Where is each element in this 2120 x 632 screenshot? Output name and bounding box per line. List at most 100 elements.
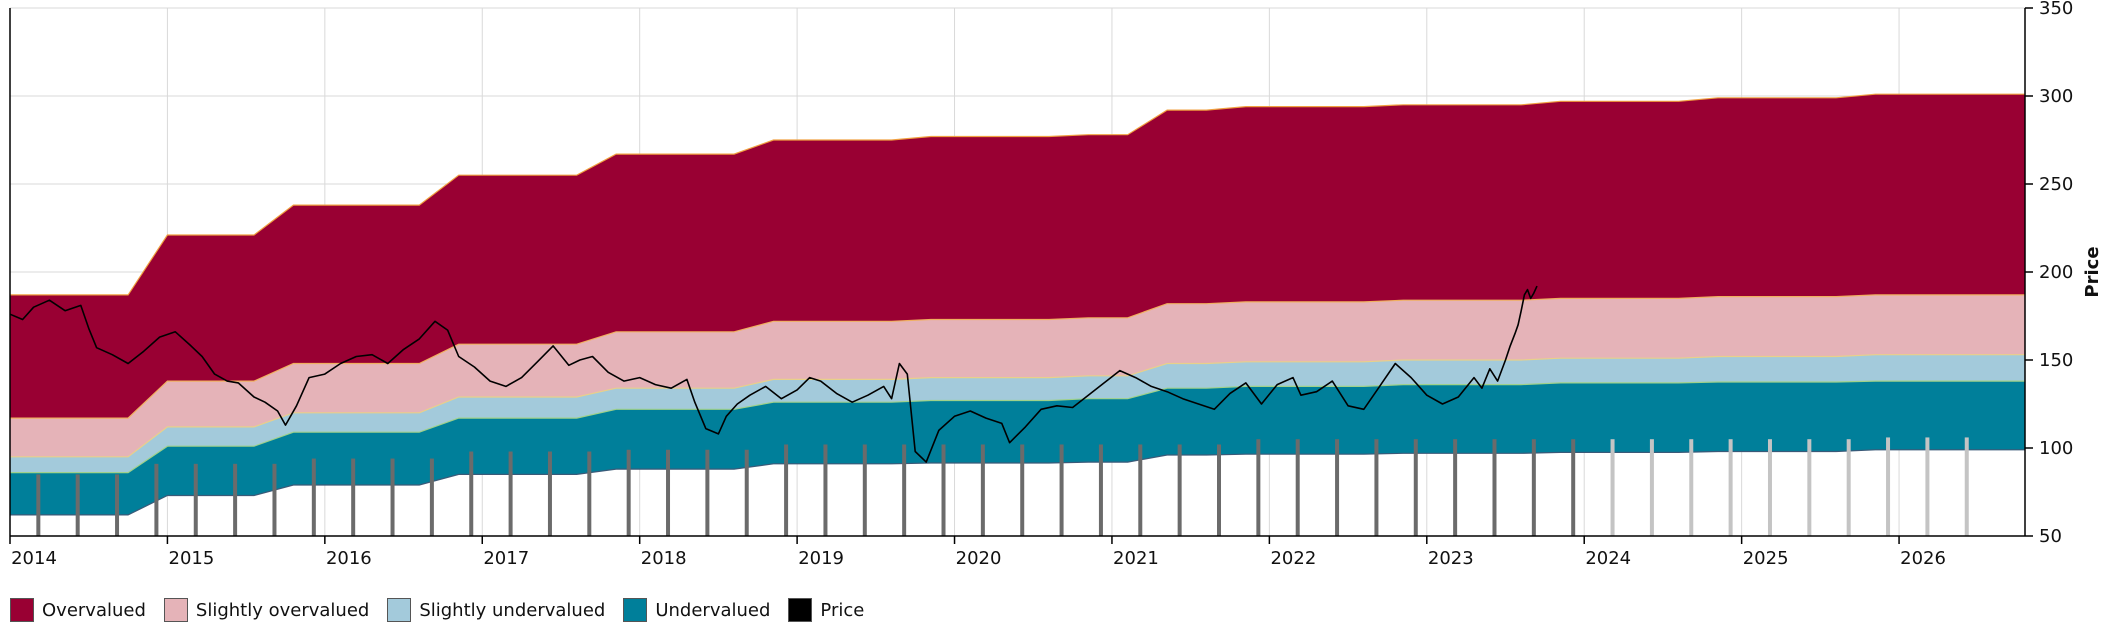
x-tick-label: 2018 <box>641 548 687 569</box>
legend-swatch <box>10 598 34 622</box>
x-tick-label: 2023 <box>1428 548 1474 569</box>
legend-label: Price <box>820 599 865 621</box>
x-tick-label: 2021 <box>1113 548 1159 569</box>
band-boundary-line <box>10 380 2025 474</box>
earnings-bar <box>429 458 434 536</box>
earnings-bar <box>1295 439 1300 536</box>
legend-label: Undervalued <box>655 599 771 621</box>
price-line <box>9 285 1538 463</box>
earnings-bar <box>1649 439 1654 536</box>
x-tick-label: 2026 <box>1900 548 1946 569</box>
x-tick-label: 2024 <box>1585 548 1631 569</box>
earnings-bar <box>862 444 867 536</box>
earnings-bar <box>666 449 671 536</box>
y-tick-label: 250 <box>2039 174 2073 195</box>
y-axis-label: Price <box>2082 246 2103 297</box>
band-slightly-overvalued <box>10 294 2025 457</box>
earnings-bar <box>311 458 316 536</box>
earnings-bar <box>1807 439 1812 536</box>
x-tick-label: 2014 <box>11 548 57 569</box>
legend-item-price[interactable]: Price <box>788 598 864 622</box>
valuation-chart: 50 100 150 200 250 300 350 2014 2015 2016 2017 2018… <box>9 0 2103 569</box>
earnings-bar <box>1374 439 1379 536</box>
earnings-bar <box>1335 439 1340 536</box>
legend-label: Slightly overvalued <box>195 599 370 621</box>
earnings-bar <box>1059 444 1064 536</box>
earnings-bar <box>744 449 749 536</box>
band-boundary-line <box>10 449 2025 516</box>
earnings-bar <box>980 444 985 536</box>
earnings-bar <box>1020 444 1025 536</box>
earnings-bar <box>193 463 198 536</box>
legend-label: Overvalued <box>42 599 146 621</box>
legend-swatch <box>623 598 648 622</box>
price-series <box>9 285 1538 463</box>
earnings-bar <box>233 463 238 536</box>
earnings-bar <box>587 451 592 536</box>
earnings-bar <box>1138 444 1143 536</box>
earnings-bar <box>823 444 828 536</box>
earnings-bar <box>1610 439 1615 536</box>
earnings-bar <box>272 463 277 536</box>
band-boundary-line <box>10 93 2025 296</box>
y-tick-label: 150 <box>2039 350 2073 371</box>
earnings-bar <box>1964 437 1969 536</box>
earnings-bar <box>1492 439 1497 536</box>
y-tick-label: 300 <box>2039 86 2073 107</box>
earnings-bar <box>547 451 552 536</box>
earnings-bar <box>1767 439 1772 536</box>
y-tick-label: 200 <box>2039 262 2073 283</box>
earnings-bar <box>902 444 907 536</box>
earnings-bar <box>1256 439 1261 536</box>
legend-item-slightly-overvalued[interactable]: Slightly overvalued <box>163 598 370 622</box>
legend-label: Slightly undervalued <box>419 599 606 621</box>
y-tick-label: 100 <box>2039 438 2073 459</box>
y-tick-label: 50 <box>2039 526 2062 547</box>
earnings-bar <box>75 474 80 536</box>
earnings-bar <box>1689 439 1694 536</box>
earnings-bar <box>351 458 356 536</box>
legend: Overvalued Slightly overvalued Slightly … <box>10 596 882 624</box>
earnings-bar <box>390 458 395 536</box>
legend-item-slightly-undervalued[interactable]: Slightly undervalued <box>387 598 605 622</box>
earnings-bar <box>469 451 474 536</box>
earnings-bar <box>36 474 41 536</box>
earnings-bar <box>784 444 789 536</box>
valuation-bands <box>10 93 2025 516</box>
x-tick-label: 2022 <box>1270 548 1316 569</box>
earnings-bar <box>1531 439 1536 536</box>
earnings-bar <box>1177 444 1182 536</box>
x-tick-label: 2015 <box>169 548 215 569</box>
earnings-bars <box>36 437 1969 536</box>
legend-item-undervalued[interactable]: Undervalued <box>623 598 770 622</box>
earnings-bar <box>1453 439 1458 536</box>
earnings-bar <box>1846 439 1851 536</box>
band-boundary-line <box>10 294 2025 419</box>
earnings-bar <box>115 474 120 536</box>
legend-swatch <box>163 598 188 622</box>
earnings-bar <box>1925 437 1930 536</box>
x-tick-label: 2016 <box>326 548 372 569</box>
axes: 50 100 150 200 250 300 350 2014 2015 2016 2017 2018… <box>9 0 2073 569</box>
earnings-bar <box>1098 444 1103 536</box>
x-tick-label: 2017 <box>483 548 529 569</box>
earnings-bar <box>705 449 710 536</box>
x-tick-label: 2019 <box>798 548 844 569</box>
legend-item-overvalued[interactable]: Overvalued <box>10 598 146 622</box>
earnings-bar <box>1217 444 1221 536</box>
earnings-bar <box>1886 437 1891 536</box>
x-tick-label: 2020 <box>956 548 1002 569</box>
band-boundary-line <box>10 354 2025 458</box>
x-tick-label: 2025 <box>1743 548 1789 569</box>
earnings-bar <box>626 449 631 536</box>
legend-swatch <box>788 598 813 622</box>
band-undervalued <box>10 381 2025 515</box>
earnings-bar <box>941 444 946 536</box>
earnings-bar <box>1413 439 1418 536</box>
band-overvalued <box>10 94 2025 419</box>
earnings-bar <box>1728 439 1733 536</box>
earnings-bar <box>154 463 159 536</box>
earnings-bar <box>1571 439 1576 536</box>
legend-swatch <box>387 598 412 622</box>
earnings-bar <box>508 451 513 536</box>
